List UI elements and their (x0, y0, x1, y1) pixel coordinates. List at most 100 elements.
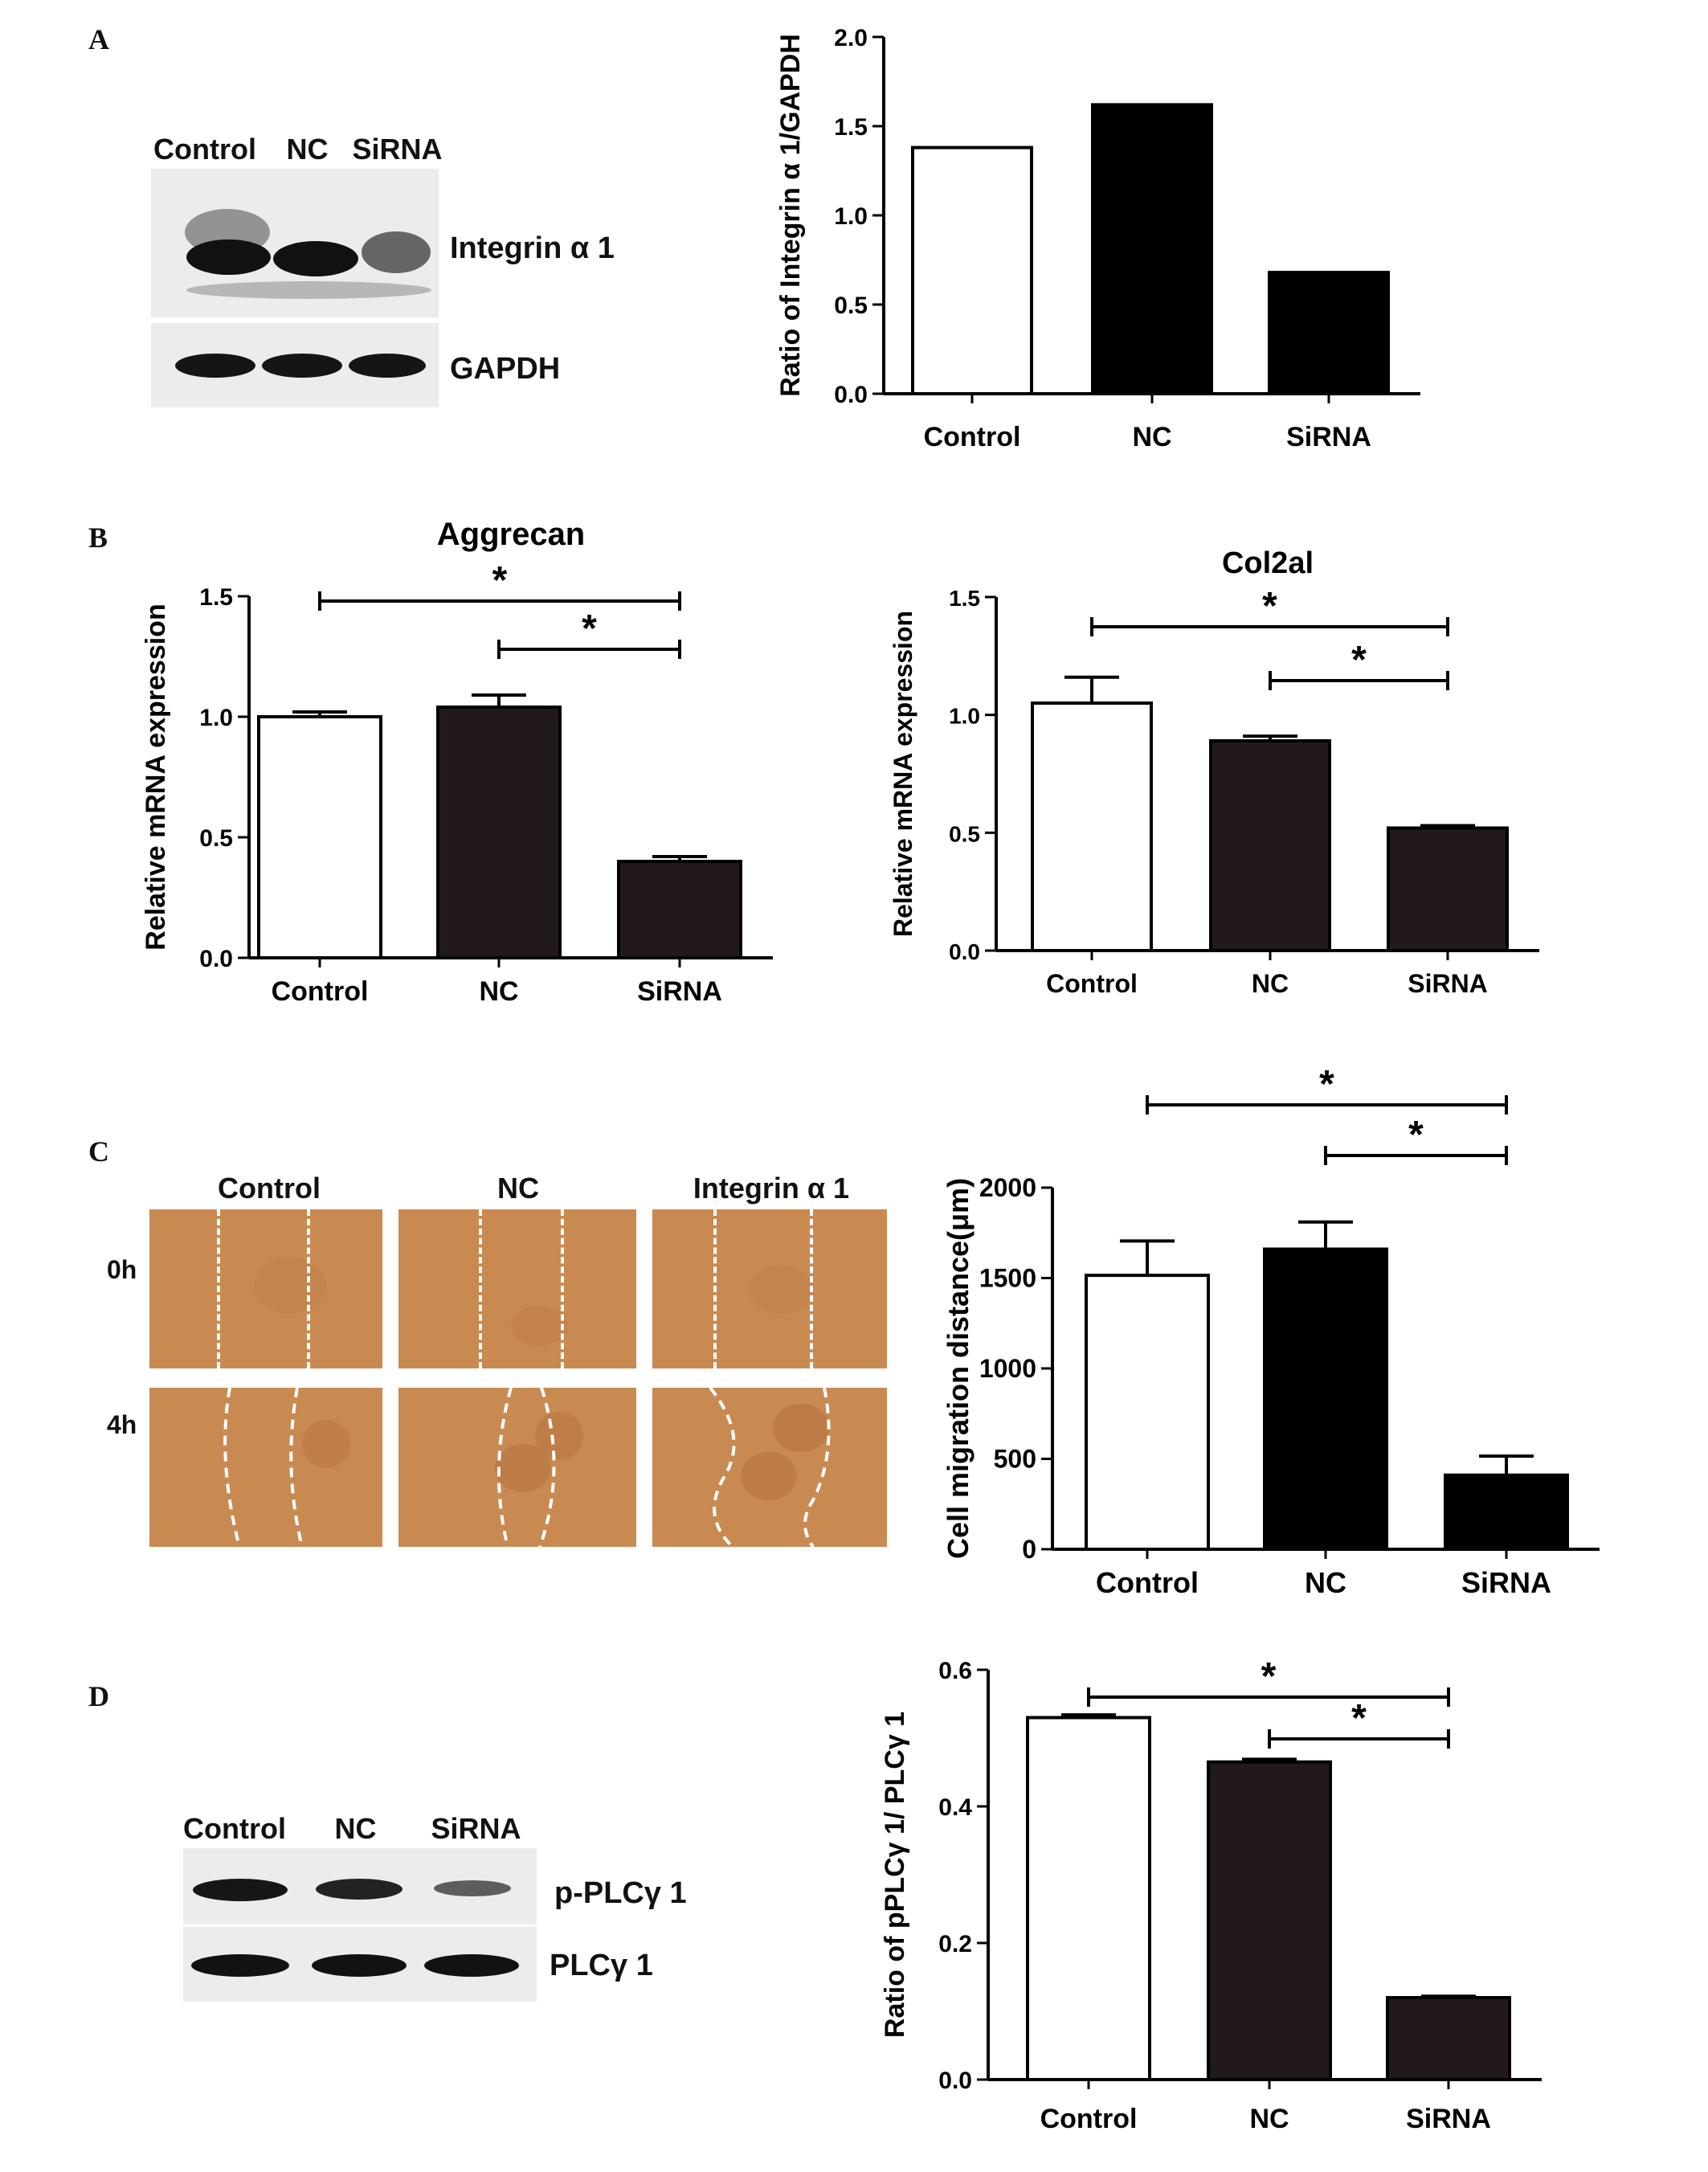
micro-col-control: Control (218, 1172, 321, 1205)
chart-c-xtick-label: NC (1305, 1566, 1346, 1599)
chart-b1-sig-star: * (582, 607, 597, 650)
chart-a-xtick-label: SiRNA (1286, 422, 1371, 452)
chart-c-xtick-label: Control (1096, 1566, 1199, 1599)
micro-nc-0h (398, 1209, 636, 1368)
chart-b2-xtick-label: Control (1046, 969, 1138, 998)
panel-label-a: A (88, 23, 109, 55)
chart-d-xtick-label: Control (1040, 2104, 1138, 2134)
chart-b2-ytick-label: 0.0 (949, 939, 980, 964)
chart-b1-ytick-label: 0.0 (199, 946, 233, 972)
chart-b1-bar (436, 706, 562, 959)
chart-c-ytick-label: 500 (994, 1445, 1036, 1474)
blot-d-label-plc: PLCγ 1 (550, 1949, 653, 1982)
micro-nc-4h (398, 1388, 636, 1547)
chart-d-ytick-label: 0.2 (938, 1931, 972, 1957)
chart-d-bar (1207, 1760, 1332, 2081)
panel-label-c: C (88, 1135, 109, 1168)
chart-c-bar (1444, 1473, 1569, 1551)
blot-a-lane-sirna: SiRNA (352, 133, 443, 166)
chart-c-ytick-label: 1000 (979, 1354, 1036, 1383)
chart-d-sig-star: * (1351, 1697, 1367, 1740)
chart-a-ytick-label: 1.0 (834, 203, 868, 230)
micro-row-0h: 0h (107, 1255, 137, 1284)
chart-a-ytick-label: 0.5 (834, 292, 868, 319)
chart-a-ytick-label: 1.5 (834, 114, 868, 141)
chart-b2-bar (1209, 738, 1331, 952)
chart-c-sig-star: * (1319, 1063, 1334, 1106)
blot-a-label-gapdh: GAPDH (450, 352, 561, 386)
chart-b2-xtick-label: SiRNA (1408, 969, 1488, 998)
micro-row-4h: 4h (107, 1410, 137, 1439)
chart-a-ytick-label: 2.0 (834, 25, 868, 51)
chart-a-xtick-label: Control (924, 422, 1021, 452)
panel-label-d: D (88, 1680, 109, 1712)
chart-b1-bar (617, 860, 742, 959)
chart-c-sig-star: * (1408, 1114, 1424, 1156)
chart-d-plc-ratio: 0.0 0.2 0.4 0.6 Control NC SiRNA Ratio of pPLCγ… (880, 1655, 1542, 2134)
blot-d-label-pplc: p-PLCγ 1 (554, 1876, 687, 1910)
chart-b-col2al: 0.0 0.5 1.0 1.5 Control NC SiRNA Relative mRNA … (889, 546, 1539, 998)
chart-c-migration: 0 500 1000 1500 2000 Control NC SiRNA Cell migra… (942, 1063, 1600, 1599)
micro-col-nc: NC (497, 1172, 539, 1205)
panel-label-b: B (88, 522, 108, 554)
chart-b-aggrecan: 0.0 0.5 1.0 1.5 Control NC SiRNA Relative mRNA … (141, 517, 773, 1007)
chart-c-bar (1263, 1247, 1388, 1551)
micro-col-integrin: Integrin α 1 (693, 1172, 850, 1205)
chart-b2-sig-star: * (1351, 639, 1367, 681)
chart-d-sig-star: * (1261, 1655, 1277, 1698)
chart-b1-ytick-label: 1.5 (199, 584, 233, 611)
chart-c-ytick-label: 1500 (979, 1264, 1036, 1293)
micro-control-0h (149, 1209, 382, 1368)
chart-d-y-axis-label: Ratio of pPLCγ 1/ PLCγ 1 (880, 1712, 910, 2038)
chart-a-bar (1091, 103, 1213, 396)
chart-d-xtick-label: NC (1249, 2104, 1289, 2134)
chart-b2-xtick-label: NC (1252, 969, 1289, 998)
blot-a-label-integrin: Integrin α 1 (450, 231, 615, 265)
chart-b1-title: Aggrecan (437, 517, 586, 552)
pplc-blot-image (183, 1848, 537, 1925)
chart-b1-xtick-label: NC (479, 976, 518, 1007)
micro-integrin-0h (652, 1209, 887, 1368)
chart-d-xtick-label: SiRNA (1406, 2104, 1491, 2134)
blot-d-lane-nc: NC (334, 1812, 377, 1845)
micro-integrin-4h (652, 1388, 887, 1547)
chart-b1-ytick-label: 0.5 (199, 825, 233, 852)
blot-a-lane-nc: NC (286, 133, 329, 166)
chart-c-ytick-label: 2000 (979, 1173, 1036, 1202)
chart-b1-sig-star: * (492, 559, 508, 602)
chart-b2-y-axis-label: Relative mRNA expression (889, 611, 917, 937)
chart-a-ytick-label: 0.0 (834, 382, 868, 408)
chart-a-bar (911, 145, 1033, 395)
plc-blot-image (183, 1927, 537, 2002)
chart-b1-xtick-label: SiRNA (637, 976, 722, 1007)
chart-d-ytick-label: 0.6 (938, 1658, 972, 1684)
chart-d-bar (1386, 1996, 1511, 2081)
chart-b1-bar (257, 715, 382, 959)
integrin-blot-image (151, 169, 439, 317)
gapdh-blot-image (151, 323, 439, 407)
chart-a-integrin-ratio: 0.0 0.5 1.0 1.5 2.0 Control NC SiRNA Ratio of In… (775, 25, 1420, 452)
micro-control-4h (149, 1388, 382, 1547)
chart-b2-ytick-label: 1.5 (949, 586, 980, 611)
chart-d-ytick-label: 0.4 (938, 1794, 972, 1821)
chart-c-bar (1085, 1274, 1210, 1551)
chart-b2-title: Col2al (1222, 546, 1314, 580)
chart-c-xtick-label: SiRNA (1461, 1566, 1551, 1599)
chart-c-y-axis-label: Cell migration distance(μm) (942, 1178, 975, 1559)
chart-b2-ytick-label: 1.0 (949, 704, 980, 729)
chart-b2-ytick-label: 0.5 (949, 821, 980, 846)
chart-a-y-axis-label: Ratio of Integrin α 1/GAPDH (775, 34, 806, 397)
blot-d-lane-sirna: SiRNA (431, 1812, 521, 1845)
chart-a-bar (1268, 271, 1390, 396)
chart-b2-sig-star: * (1262, 585, 1277, 628)
chart-b1-xtick-label: Control (272, 976, 369, 1007)
chart-d-ytick-label: 0.0 (938, 2068, 972, 2094)
blot-a-lane-control: Control (153, 133, 256, 166)
chart-c-ytick-label: 0 (1022, 1535, 1036, 1564)
blot-d-lane-control: Control (183, 1812, 286, 1845)
chart-b1-y-axis-label: Relative mRNA expression (141, 603, 171, 950)
chart-b1-ytick-label: 1.0 (199, 705, 233, 731)
chart-a-xtick-label: NC (1132, 422, 1171, 452)
chart-b2-bar (1031, 702, 1153, 952)
chart-b2-bar (1387, 826, 1509, 953)
